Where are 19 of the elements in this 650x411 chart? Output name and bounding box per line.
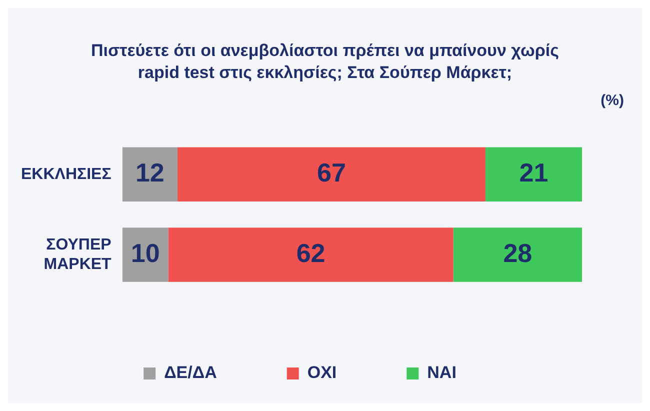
y-tick-label: ΣΟΥΠΕΡ ΜΑΡΚΕΤ — [44, 236, 112, 273]
bar — [177, 147, 486, 202]
data-label: 12 — [135, 158, 164, 188]
data-label: 67 — [317, 158, 346, 188]
data-label: 10 — [130, 238, 160, 268]
bar — [168, 228, 454, 282]
data-label: 62 — [296, 238, 326, 268]
chart-title: Πιστεύετε ότι οι ανεμβολίαστοι πρέπει να μπαίνουν χωρίς rapid test στις εκκλησίες; Στα Σούπερ Μάρκετ; — [90, 40, 560, 84]
legend-label: ΝΑΙ — [427, 363, 456, 382]
text: (%) — [600, 92, 624, 109]
data-label: 28 — [503, 238, 532, 268]
bar — [122, 228, 168, 282]
y-tick-label: ΕΚΚΛΗΣΙΕΣ — [21, 166, 112, 183]
legend-label: ΔΕ/ΔΑ — [164, 363, 217, 382]
bar — [485, 147, 582, 202]
data-label: 21 — [519, 158, 548, 188]
legend-label: ΟΧΙ — [307, 363, 337, 382]
bar — [453, 228, 582, 282]
bar — [122, 147, 178, 202]
